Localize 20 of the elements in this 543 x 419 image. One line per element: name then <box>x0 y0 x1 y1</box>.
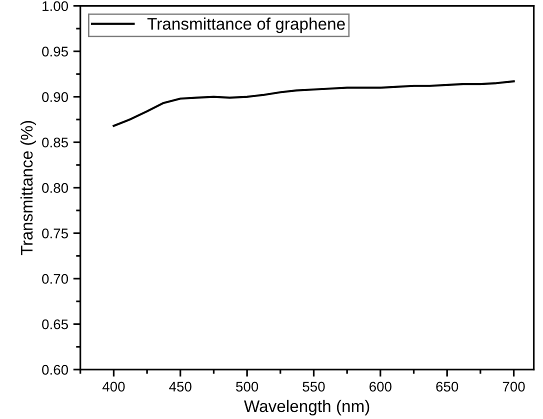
x-tick-label: 400 <box>102 382 125 392</box>
y-tick-label: 0.95 <box>42 46 68 56</box>
x-tick-label: 500 <box>236 382 258 392</box>
y-tick-label: 0.65 <box>42 319 68 330</box>
y-tick-label: 0.60 <box>42 364 68 375</box>
x-tick-label: 550 <box>302 382 325 392</box>
x-tick-label: 600 <box>370 382 392 392</box>
x-axis-title: Wavelength (nm) <box>244 400 370 416</box>
y-tick-label: 0.90 <box>42 92 68 102</box>
x-tick-label: 700 <box>502 382 525 392</box>
y-tick-label: 0.70 <box>42 274 68 284</box>
x-tick-label: 650 <box>436 382 458 392</box>
y-tick-label: 1.00 <box>42 1 68 12</box>
y-tick-label: 0.80 <box>42 183 68 193</box>
y-tick-label: 0.75 <box>42 228 68 238</box>
legend-label: Transmittance of graphene <box>147 18 345 34</box>
x-tick-label: 450 <box>169 382 192 392</box>
y-axis-title: Transmittance (%) <box>20 120 36 256</box>
y-tick-label: 0.85 <box>42 138 68 148</box>
line-series <box>112 80 515 127</box>
